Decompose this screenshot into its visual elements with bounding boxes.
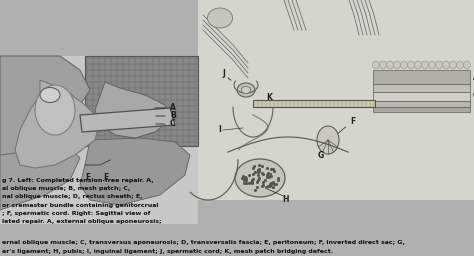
Ellipse shape bbox=[401, 61, 408, 69]
Ellipse shape bbox=[386, 61, 393, 69]
Text: E: E bbox=[85, 174, 90, 183]
FancyBboxPatch shape bbox=[0, 56, 198, 224]
Polygon shape bbox=[80, 138, 190, 205]
Ellipse shape bbox=[35, 85, 75, 135]
Polygon shape bbox=[0, 56, 90, 170]
Bar bbox=[373, 84, 470, 92]
Ellipse shape bbox=[380, 61, 386, 69]
Text: or cremaster bundle containing genitorcrual: or cremaster bundle containing genitorcr… bbox=[2, 202, 158, 208]
Ellipse shape bbox=[317, 126, 339, 154]
Text: A: A bbox=[473, 72, 474, 81]
FancyBboxPatch shape bbox=[85, 56, 198, 146]
Text: al oblique muscle; B, mesh patch; C,: al oblique muscle; B, mesh patch; C, bbox=[2, 186, 130, 191]
Text: leted repair. A, external oblique aponeurosis;: leted repair. A, external oblique aponeu… bbox=[2, 219, 162, 224]
FancyBboxPatch shape bbox=[198, 0, 474, 200]
Text: B: B bbox=[473, 83, 474, 92]
Ellipse shape bbox=[208, 8, 233, 28]
Bar bbox=[373, 107, 470, 112]
Ellipse shape bbox=[443, 61, 449, 69]
Ellipse shape bbox=[464, 61, 471, 69]
Text: F: F bbox=[103, 174, 108, 183]
Text: C: C bbox=[170, 119, 176, 127]
Ellipse shape bbox=[428, 61, 436, 69]
Text: I: I bbox=[218, 125, 221, 134]
Polygon shape bbox=[80, 108, 175, 132]
Ellipse shape bbox=[421, 61, 428, 69]
Text: G: G bbox=[318, 151, 324, 159]
Ellipse shape bbox=[449, 61, 456, 69]
Text: A: A bbox=[170, 102, 176, 112]
Ellipse shape bbox=[373, 61, 380, 69]
Text: E: E bbox=[473, 105, 474, 114]
Ellipse shape bbox=[436, 61, 443, 69]
Bar bbox=[373, 70, 470, 84]
Text: g 7. Left: Completed tension-free repair. A,: g 7. Left: Completed tension-free repair… bbox=[2, 178, 154, 183]
Ellipse shape bbox=[235, 159, 285, 197]
Text: nal oblique muscle; D, rectus sheath; E,: nal oblique muscle; D, rectus sheath; E, bbox=[2, 194, 143, 199]
Polygon shape bbox=[95, 82, 170, 138]
Text: H: H bbox=[283, 196, 289, 205]
Ellipse shape bbox=[40, 88, 60, 102]
Polygon shape bbox=[0, 148, 80, 210]
Text: C: C bbox=[473, 91, 474, 101]
Bar bbox=[373, 92, 470, 101]
Ellipse shape bbox=[237, 83, 255, 97]
Text: er's ligament; H, pubis; I, inguinal ligament; J, spermatic cord; K, mesh patch : er's ligament; H, pubis; I, inguinal lig… bbox=[2, 249, 333, 254]
Ellipse shape bbox=[414, 61, 421, 69]
Text: ernal oblique muscle; C, transversus aponeurosis; D, transversalis fascia; E, pe: ernal oblique muscle; C, transversus apo… bbox=[2, 240, 405, 245]
Ellipse shape bbox=[456, 61, 464, 69]
Ellipse shape bbox=[408, 61, 414, 69]
Ellipse shape bbox=[241, 87, 250, 93]
Polygon shape bbox=[15, 80, 100, 168]
Text: B: B bbox=[170, 111, 176, 120]
Bar bbox=[373, 101, 470, 107]
Ellipse shape bbox=[393, 61, 401, 69]
Text: K: K bbox=[266, 92, 272, 101]
Text: ; F, spermatic cord. Right: Sagittal view of: ; F, spermatic cord. Right: Sagittal vie… bbox=[2, 211, 150, 216]
Text: D: D bbox=[473, 100, 474, 109]
Text: J: J bbox=[223, 69, 226, 79]
Bar bbox=[253, 100, 375, 107]
Text: F: F bbox=[350, 118, 355, 126]
